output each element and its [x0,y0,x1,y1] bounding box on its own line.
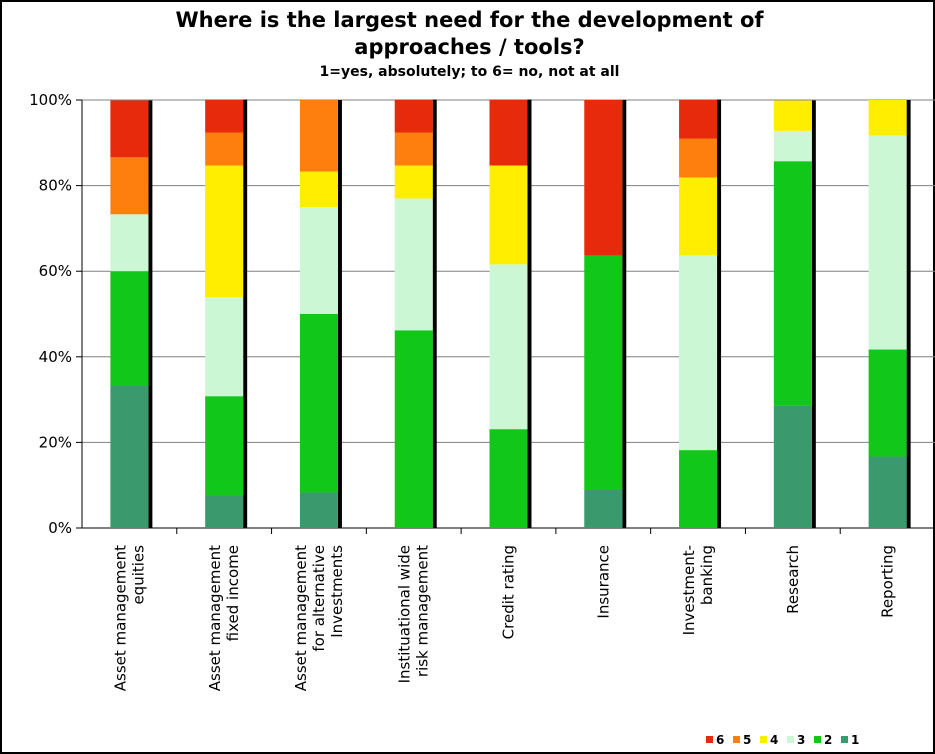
bar-segment-2 [868,349,907,457]
bar-segment-5 [205,132,244,166]
y-tick-label: 0% [48,519,72,537]
legend-swatch-3 [787,736,794,743]
bar-segment-2 [394,330,433,528]
bar-segment-3 [110,214,149,272]
bar-segment-6 [679,99,718,139]
chart-title-line-2: approaches / tools? [354,35,585,59]
legend-label-1: 1 [851,733,859,747]
bar-segment-3 [205,297,244,397]
bar-shadow [432,99,437,529]
bar-shadow [337,100,342,528]
bar-shadow [906,100,911,528]
bar-segment-6 [205,99,244,133]
bar-shadow [243,99,248,529]
legend-label-4: 4 [770,733,778,747]
legend-swatch-2 [814,736,821,743]
bar-segment-2 [110,271,149,386]
bar-segment-1 [868,456,907,528]
y-tick-label: 80% [39,177,72,195]
bar-segment-4 [394,165,433,199]
bar-segment-2 [489,429,528,528]
bar-shadow [148,100,153,528]
bar-segment-5 [110,157,149,215]
legend-swatch-6 [706,736,713,743]
bar-segment-3 [868,135,907,350]
bar-segment-4 [773,100,812,131]
bar-shadow [717,99,722,529]
bar-segment-3 [299,207,338,314]
bar-segment-1 [773,405,812,528]
category-label: Insurance [594,545,612,619]
bar-segment-3 [394,198,433,331]
y-tick-label: 100% [29,91,72,109]
bar-segment-1 [110,385,149,528]
bar-segment-2 [299,314,338,493]
bar-segment-6 [584,100,623,256]
bar-shadow [811,100,816,528]
bar-segment-2 [205,396,244,496]
category-label: Instituational wide [396,545,414,683]
bar-segment-5 [394,132,433,166]
y-tick-label: 20% [39,433,72,451]
category-label: for alternative [310,545,328,652]
bar-shadow [527,99,532,529]
chart-subtitle: 1=yes, absolutely; to 6= no, not at all [319,64,620,80]
bar-segment-4 [489,165,528,265]
bar-segment-4 [299,171,338,207]
bar-segment-2 [679,450,718,528]
y-tick-label: 40% [39,348,72,366]
bar-segment-4 [205,165,244,298]
legend-label-3: 3 [797,733,805,747]
y-tick-label: 60% [39,262,72,280]
category-label: Research [784,545,802,614]
bar-segment-1 [584,489,623,528]
bar-segment-5 [679,138,718,178]
category-label: Investment- [680,545,698,635]
bar-segment-6 [489,99,528,166]
bar-segment-6 [110,100,149,158]
category-label: Asset management [292,545,310,691]
legend-swatch-1 [841,736,848,743]
bar-segment-6 [394,99,433,133]
legend-swatch-5 [733,736,740,743]
legend-label-5: 5 [743,733,751,747]
category-label: Asset management [206,545,224,691]
legend-swatch-4 [760,736,767,743]
category-label: Credit rating [500,545,518,639]
bar-segment-2 [773,161,812,406]
chart-title-line-1: Where is the largest need for the develo… [175,8,764,32]
bar-segment-2 [584,255,623,490]
bar-segment-4 [868,100,907,136]
bar-segment-4 [679,177,718,256]
category-label: Asset management [111,545,129,691]
legend-label-6: 6 [716,733,724,747]
legend-label-2: 2 [824,733,832,747]
bar-segment-3 [489,264,528,430]
category-label: Investments [328,545,346,638]
bar-segment-5 [299,100,338,172]
category-label: fixed income [224,545,242,641]
category-label: Reporting [879,545,897,618]
category-label: risk management [414,545,432,677]
category-label: equities [129,545,147,605]
bar-segment-1 [299,492,338,528]
bar-segment-1 [205,495,244,528]
category-label: banking [698,545,716,605]
bar-segment-3 [679,255,718,451]
bar-shadow [622,100,627,528]
bar-segment-3 [773,130,812,162]
